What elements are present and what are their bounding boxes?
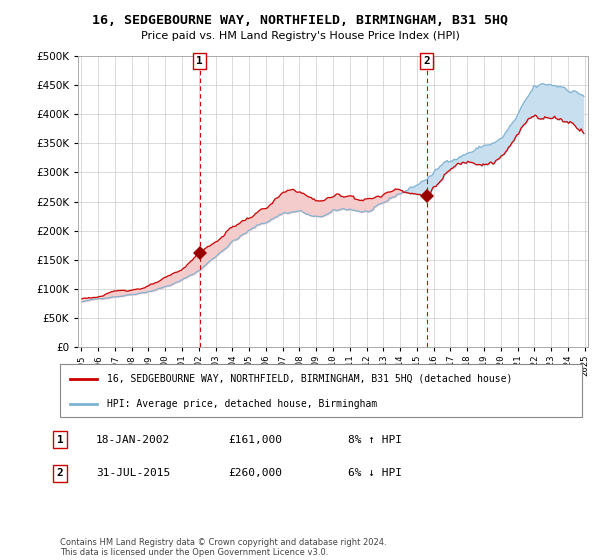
Text: 16, SEDGEBOURNE WAY, NORTHFIELD, BIRMINGHAM, B31 5HQ (detached house): 16, SEDGEBOURNE WAY, NORTHFIELD, BIRMING… (107, 374, 512, 384)
Text: 6% ↓ HPI: 6% ↓ HPI (348, 468, 402, 478)
FancyBboxPatch shape (60, 364, 582, 417)
Text: Price paid vs. HM Land Registry's House Price Index (HPI): Price paid vs. HM Land Registry's House … (140, 31, 460, 41)
Text: 2: 2 (423, 56, 430, 66)
Text: £260,000: £260,000 (228, 468, 282, 478)
Text: HPI: Average price, detached house, Birmingham: HPI: Average price, detached house, Birm… (107, 399, 377, 409)
Text: £161,000: £161,000 (228, 435, 282, 445)
Text: 1: 1 (56, 435, 64, 445)
Text: 2: 2 (56, 468, 64, 478)
Text: 1: 1 (196, 56, 203, 66)
Text: 16, SEDGEBOURNE WAY, NORTHFIELD, BIRMINGHAM, B31 5HQ: 16, SEDGEBOURNE WAY, NORTHFIELD, BIRMING… (92, 14, 508, 27)
Text: Contains HM Land Registry data © Crown copyright and database right 2024.
This d: Contains HM Land Registry data © Crown c… (60, 538, 386, 557)
Text: 8% ↑ HPI: 8% ↑ HPI (348, 435, 402, 445)
Text: 31-JUL-2015: 31-JUL-2015 (96, 468, 170, 478)
Text: 18-JAN-2002: 18-JAN-2002 (96, 435, 170, 445)
